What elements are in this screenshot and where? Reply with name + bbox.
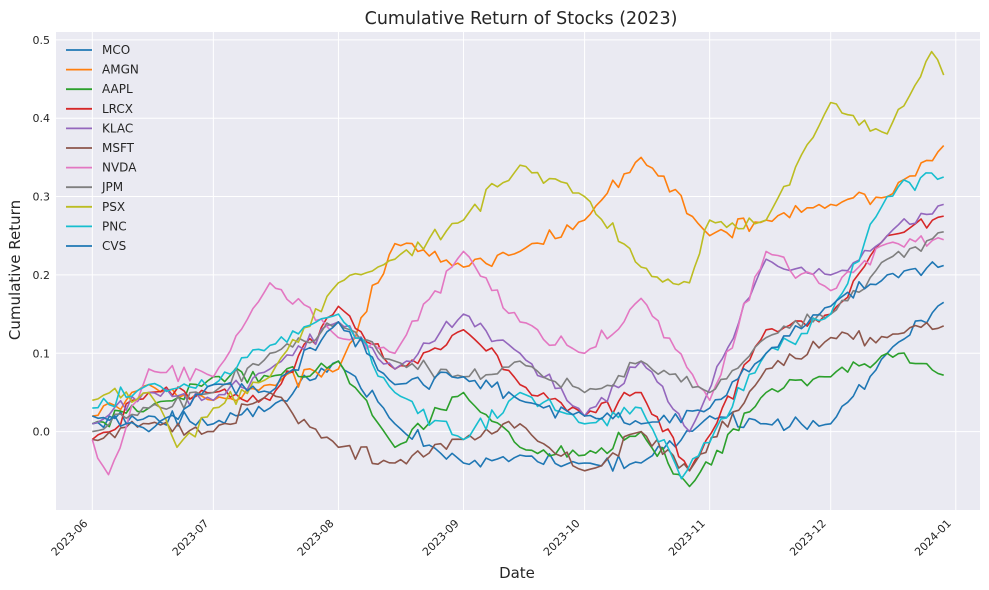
legend-label: CVS bbox=[102, 239, 126, 253]
x-axis-title: Date bbox=[499, 564, 535, 582]
series-line-nvda bbox=[91, 235, 944, 476]
series-line-jpm bbox=[92, 231, 944, 433]
y-axis-title: Cumulative Return bbox=[6, 200, 24, 340]
series-lines bbox=[91, 50, 945, 488]
legend-label: MCO bbox=[102, 43, 130, 57]
legend-label: KLAC bbox=[102, 121, 133, 135]
legend-label: NVDA bbox=[102, 161, 137, 175]
legend-label: PSX bbox=[102, 200, 125, 214]
series-line-pnc bbox=[92, 172, 944, 480]
series-line-msft bbox=[92, 321, 945, 472]
series-line-klac bbox=[92, 203, 944, 433]
legend-label: LRCX bbox=[102, 102, 133, 116]
series-line-psx bbox=[92, 50, 945, 449]
legend-label: AMGN bbox=[102, 63, 139, 77]
legend-label: PNC bbox=[102, 219, 127, 233]
legend-label: AAPL bbox=[102, 82, 133, 96]
legend: MCO AMGN AAPL LRCX KLAC MSFT NVDA JPM PSX PNC CVS bbox=[66, 43, 139, 253]
legend-label: JPM bbox=[101, 180, 123, 194]
legend-label: MSFT bbox=[102, 141, 135, 155]
y-tick-label: 0.0 bbox=[33, 426, 51, 439]
series-line-cvs bbox=[92, 261, 944, 433]
y-tick-label: 0.5 bbox=[33, 34, 51, 47]
chart-title: Cumulative Return of Stocks (2023) bbox=[365, 9, 678, 29]
y-tick-label: 0.2 bbox=[33, 269, 51, 282]
gridlines bbox=[56, 32, 980, 510]
y-tick-label: 0.1 bbox=[33, 347, 51, 360]
y-tick-label: 0.3 bbox=[33, 191, 51, 204]
y-axis-ticks: 0.0 0.1 0.2 0.3 0.4 0.5 bbox=[33, 34, 51, 439]
y-tick-label: 0.4 bbox=[33, 112, 51, 125]
series-line-mco bbox=[92, 301, 945, 472]
